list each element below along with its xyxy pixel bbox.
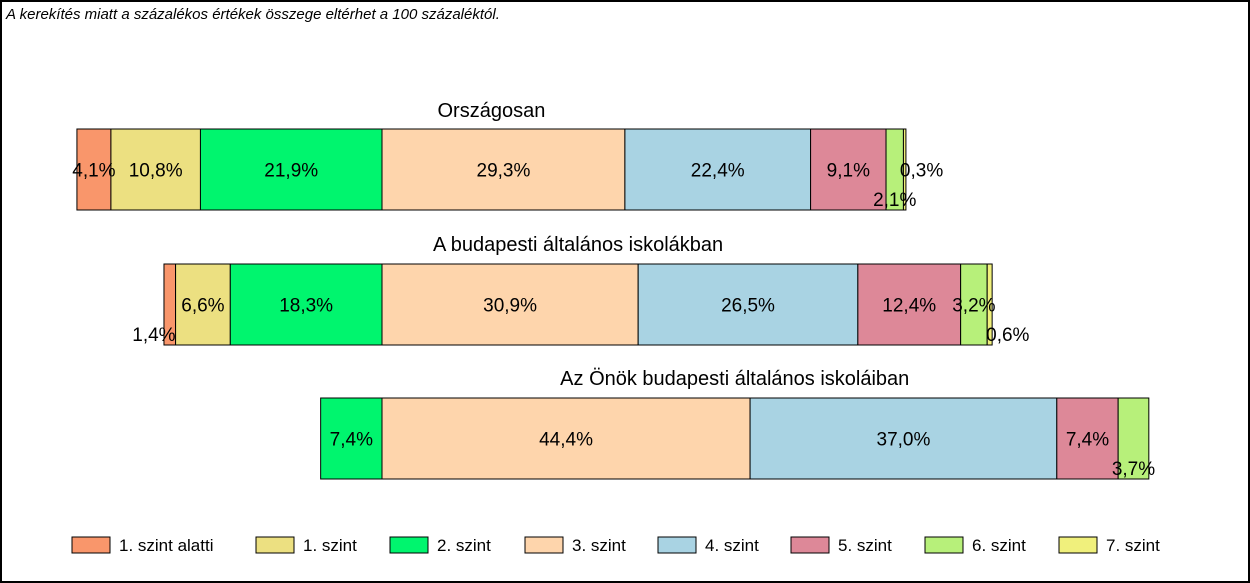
- bar-segment: [199, 128, 383, 211]
- bar-panel-3: Az Önök budapesti általános iskoláiban 7,…: [320, 368, 1155, 480]
- bar-segment: [857, 263, 962, 346]
- legend-label: 1. szint: [303, 536, 357, 555]
- data-label: 7,4%: [330, 430, 373, 451]
- data-label: 0,6%: [986, 325, 1029, 346]
- data-label: 7,4%: [1066, 430, 1109, 451]
- legend-label: 1. szint alatti: [119, 536, 214, 555]
- bar-segment: [381, 128, 626, 211]
- legend-swatch: [924, 536, 964, 554]
- legend: 1. szint alatti 1. szint 2. szint 3. szint 4…: [71, 536, 1160, 555]
- legend-swatch: [524, 536, 564, 554]
- data-label: 22,4%: [691, 161, 745, 182]
- panel-title: A budapesti általános iskolákban: [433, 234, 723, 256]
- data-label: 3,2%: [952, 296, 995, 317]
- legend-swatch: [255, 536, 295, 554]
- data-label: 9,1%: [827, 161, 870, 182]
- data-label: 37,0%: [877, 430, 931, 451]
- bar-segment: [960, 263, 988, 346]
- rounding-note: A kerekítés miatt a százalékos értékek ö…: [6, 6, 500, 23]
- data-label: 3,7%: [1112, 459, 1155, 480]
- data-label: 30,9%: [483, 296, 537, 317]
- legend-label: 5. szint: [838, 536, 892, 555]
- data-label: 10,8%: [129, 161, 183, 182]
- data-label: 21,9%: [264, 161, 318, 182]
- legend-item: 2. szint: [389, 536, 491, 555]
- legend-swatch: [71, 536, 111, 554]
- data-label: 44,4%: [539, 430, 593, 451]
- bar-segment: [175, 263, 231, 346]
- legend-item: 1. szint: [255, 536, 357, 555]
- bar-segment: [76, 128, 112, 211]
- legend-item: 7. szint: [1058, 536, 1160, 555]
- data-label: 0,3%: [900, 161, 943, 182]
- data-label: 29,3%: [477, 161, 531, 182]
- legend-swatch: [389, 536, 429, 554]
- data-label: 2,1%: [873, 190, 916, 211]
- bar-segment: [381, 397, 751, 480]
- bar-segment: [749, 397, 1058, 480]
- legend-item: 5. szint: [790, 536, 892, 555]
- panel-title: Az Önök budapesti általános iskoláiban: [560, 368, 909, 390]
- legend-label: 7. szint: [1106, 536, 1160, 555]
- bar-segment: [1056, 397, 1119, 480]
- bar-panel-1: Országosan 4,1% 10,8% 21,9% 29,3% 22,4% 9,1%2,…: [72, 100, 943, 211]
- bar-segment: [229, 263, 383, 346]
- bar-segment: [624, 128, 812, 211]
- data-label: 6,6%: [181, 296, 224, 317]
- legend-item: 1. szint alatti: [71, 536, 214, 555]
- bar-segment: [1117, 397, 1150, 480]
- panel-title: Országosan: [438, 100, 546, 122]
- legend-item: 6. szint: [924, 536, 1026, 555]
- legend-label: 2. szint: [437, 536, 491, 555]
- data-label: 12,4%: [882, 296, 936, 317]
- legend-item: 3. szint: [524, 536, 626, 555]
- bar-segment: [320, 397, 383, 480]
- bar-segment: [810, 128, 887, 211]
- bar-segment: [986, 263, 993, 346]
- bar-panel-2: A budapesti általános iskolákban 1,4% 6,6%…: [132, 234, 1029, 346]
- data-label: 1,4%: [132, 325, 175, 346]
- legend-label: 6. szint: [972, 536, 1026, 555]
- legend-swatch: [790, 536, 830, 554]
- data-label: 18,3%: [279, 296, 333, 317]
- legend-item: 4. szint: [657, 536, 759, 555]
- legend-label: 4. szint: [705, 536, 759, 555]
- legend-swatch: [1058, 536, 1098, 554]
- data-label: 26,5%: [721, 296, 775, 317]
- legend-swatch: [657, 536, 697, 554]
- bar-segment: [902, 128, 907, 211]
- legend-label: 3. szint: [572, 536, 626, 555]
- bar-segment: [637, 263, 859, 346]
- data-label: 4,1%: [72, 161, 115, 182]
